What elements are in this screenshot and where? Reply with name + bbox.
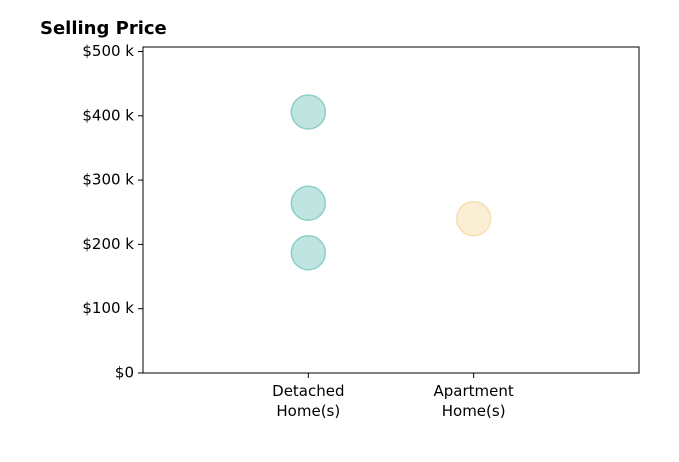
x-tick-label: Detached Home(s) [272,382,345,420]
point [290,235,327,271]
point [290,94,327,130]
y-tick-label: $300 k [82,171,134,189]
chart-title: Selling Price [40,18,167,39]
point [455,200,492,237]
plot-frame [142,46,640,374]
point [290,185,327,221]
x-tick-label: Apartment Home(s) [433,382,514,420]
y-tick-label: $0 [115,364,134,382]
y-tick-label: $100 k [82,299,134,317]
y-tick-label: $400 k [82,106,134,124]
y-tick-label: $500 k [82,42,134,60]
y-tick-label: $200 k [82,235,134,253]
